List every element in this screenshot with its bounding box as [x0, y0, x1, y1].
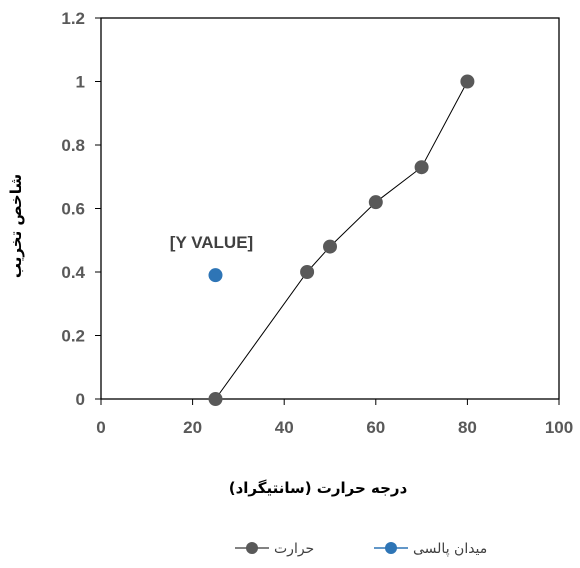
legend-label: حرارت — [274, 541, 314, 557]
y-axis-title: شاخص تخریب — [7, 174, 25, 278]
x-tick-label: 20 — [183, 418, 202, 437]
y-tick-label: 1.2 — [61, 9, 85, 28]
series-line — [215, 81, 468, 400]
legend: حرارت میدان پالسی — [235, 541, 487, 557]
x-tick-label: 100 — [545, 418, 573, 437]
data-point — [323, 239, 337, 254]
data-label: [Y VALUE] — [170, 233, 253, 252]
x-tick-label: 80 — [458, 418, 477, 437]
x-tick-labels: 0 20 40 60 80 100 — [96, 399, 573, 437]
y-tick-label: 0.6 — [61, 200, 85, 219]
legend-label: میدان پالسی — [413, 541, 487, 557]
x-tick-label: 40 — [275, 418, 294, 437]
y-tick-label: 0 — [76, 390, 85, 409]
series-0 — [208, 74, 475, 406]
y-tick-label: 0.8 — [61, 136, 85, 155]
axes — [100, 17, 560, 400]
x-tick-label: 0 — [96, 418, 105, 437]
data-point — [208, 268, 223, 283]
legend-item: حرارت — [235, 541, 314, 557]
series-layer: [Y VALUE] — [170, 74, 475, 406]
data-point — [460, 74, 475, 89]
series-1: [Y VALUE] — [170, 233, 253, 283]
legend-swatch-marker — [246, 542, 258, 554]
y-tick-label: 0.4 — [61, 263, 85, 282]
data-point — [368, 195, 383, 210]
legend-swatch-marker — [385, 542, 397, 554]
y-tick-labels: 0 0.2 0.4 0.6 0.8 1 1.2 — [61, 9, 101, 409]
y-tick-label: 0.2 — [61, 327, 85, 346]
legend-item: میدان پالسی — [374, 541, 487, 557]
data-point — [414, 160, 429, 175]
x-tick-label: 60 — [366, 418, 385, 437]
y-tick-label: 1 — [76, 73, 85, 92]
data-point — [208, 392, 223, 406]
plot-frame — [100, 17, 560, 400]
x-axis-title: درجه حرارت (سانتیگراد) — [229, 479, 408, 497]
data-point — [300, 265, 315, 279]
